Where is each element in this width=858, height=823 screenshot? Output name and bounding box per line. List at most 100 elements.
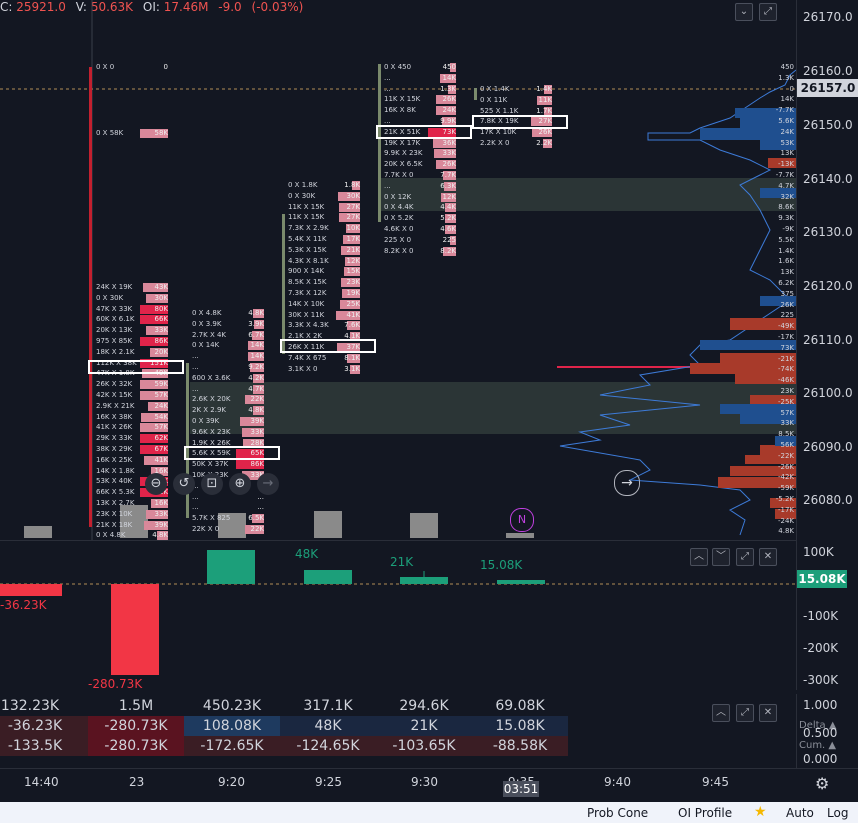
total-volume-text: 33K — [154, 326, 169, 335]
fit-icon[interactable]: ⊡ — [201, 473, 223, 495]
footprint-row: 975 X 85K 86K — [96, 336, 170, 347]
total-volume-text: 8.2K — [440, 246, 456, 255]
zoom-out-icon[interactable]: ⊖ — [145, 473, 167, 495]
price-axis[interactable]: 26170.0 26160.0 26150.0 26140.0 26130.0 … — [796, 0, 858, 540]
footprint-row: 0 X 4.8K 4.8K — [192, 308, 266, 319]
total-volume-text: 1.4K — [536, 85, 552, 93]
footprint-row: 900 X 14K 15K — [288, 266, 362, 277]
total-volume-text: 12K — [346, 256, 361, 265]
log-scale-toggle[interactable]: Log — [827, 806, 849, 820]
bid-ask-text: 0 X 4.4K — [384, 203, 414, 212]
bid-ask-text: 0 X 12K — [384, 192, 412, 201]
bid-ask-text: 1.9K X 26K — [192, 438, 231, 447]
volume-bar — [440, 192, 456, 202]
footprint-row: ... 14K — [384, 73, 458, 84]
footprint-row: 3.1K X 0 3.1K — [288, 364, 362, 375]
reset-icon[interactable]: ↺ — [173, 473, 195, 495]
expand-pane-icon[interactable]: ⤢ — [759, 3, 777, 21]
footprint-row: 23K X 10K 33K — [96, 509, 170, 520]
price-tick: 26120.0 — [803, 279, 853, 293]
bid-ask-text: 20K X 6.5K — [384, 160, 423, 169]
footprint-row: 0 X 0 0 — [96, 62, 170, 73]
volume-cell: 317.1K — [303, 698, 353, 714]
volume-bar — [140, 434, 168, 444]
news-icon[interactable]: N — [510, 508, 534, 532]
candle-23 — [186, 363, 189, 518]
delta-cell: -36.23K — [0, 716, 88, 736]
footprint-row: 19K X 17K 36K — [384, 138, 458, 149]
footprint-row: 525 X 1.1K 1.7K — [480, 106, 554, 117]
change-value: -9.0 — [218, 0, 242, 14]
footprint-row: ... 6.3K — [384, 181, 458, 192]
bid-ask-text: ... — [192, 363, 199, 371]
total-volume-text: 28K — [250, 438, 265, 447]
move-down-icon[interactable]: ﹀ — [712, 548, 730, 566]
total-volume-text: 6.7K — [248, 330, 264, 339]
volume-bar — [248, 352, 264, 362]
expand-pane-icon[interactable]: ⤢ — [736, 548, 754, 566]
footprint-row: 26K X 32K 59K — [96, 379, 170, 390]
bid-ask-text: 4.3K X 8.1K — [288, 256, 329, 265]
total-volume-text: 10K — [346, 224, 361, 233]
volume-bar — [338, 191, 360, 201]
total-volume-text: 41K — [154, 455, 169, 464]
move-up-icon[interactable]: ︿ — [690, 548, 708, 566]
forward-arrow-icon[interactable]: → — [257, 473, 279, 495]
bid-ask-text: 0 X 1.4K — [480, 85, 510, 93]
footprint-row: 9.6K X 23K 33K — [192, 427, 266, 438]
profile-value: -59K — [777, 484, 794, 493]
volume-bar — [151, 466, 168, 476]
profile-value: 33K — [780, 419, 795, 428]
delta-axis[interactable]: 100K 15.08K -100K -200K -300K — [796, 540, 858, 690]
footprint-row: 20K X 13K 33K — [96, 325, 170, 336]
bid-ask-text: 66K X 5.3K — [96, 488, 135, 497]
volume-bar — [436, 106, 456, 116]
footprint-row: 11K X 15K 27K — [288, 202, 362, 213]
close-pane-icon[interactable]: ✕ — [759, 548, 777, 566]
footprint-row: ... 9.9K — [384, 116, 458, 127]
bid-ask-text: 9.6K X 23K — [192, 427, 231, 436]
time-tick: 9:40 — [604, 775, 631, 789]
profile-value: 24K — [780, 127, 795, 136]
volume-bar — [440, 73, 456, 83]
total-volume-text: ... — [257, 503, 264, 512]
total-volume-text: 41K — [346, 310, 361, 319]
total-volume-text: 7.6K — [344, 321, 360, 330]
profile-value: 14K — [780, 95, 795, 104]
delta-cell: 21K — [376, 716, 472, 736]
volume-bar — [151, 499, 168, 508]
footprint-row: 14K X 1.8K 16K — [96, 466, 170, 477]
footprint-row: 13K X 2.7K 16K — [96, 498, 170, 509]
volume-bar — [143, 283, 168, 292]
profile-value: 23K — [780, 387, 795, 395]
close-pane-icon[interactable]: ✕ — [759, 704, 777, 722]
total-volume-text: 54K — [154, 412, 169, 421]
stats-tick: 1.000 — [803, 698, 838, 712]
move-up-icon[interactable]: ︿ — [712, 704, 730, 722]
settings-gear-icon[interactable]: ⚙ — [815, 774, 830, 793]
footprint-row: 47K X 33K 80K — [96, 304, 170, 315]
volume-bar — [544, 85, 552, 94]
total-volume-text: 15K — [346, 267, 361, 276]
total-volume-text: 80K — [154, 304, 169, 313]
profile-value: -17K — [777, 333, 794, 341]
zoom-in-icon[interactable]: ⊕ — [229, 473, 251, 495]
volume-bar — [240, 417, 264, 426]
volume-bar — [543, 139, 552, 148]
oi-profile-toggle[interactable]: OI Profile — [678, 806, 733, 820]
delta-panel[interactable]: -36.23K -280.73K 48K 21K 15.08K ︿ ﹀ ⤢ ✕ — [0, 540, 796, 691]
collapse-chevron-icon[interactable]: ⌄ — [735, 3, 753, 21]
go-live-arrow-icon[interactable]: → — [614, 470, 640, 496]
volume-bar — [543, 106, 552, 116]
footprint-row: 2.7K X 4K 6.7K — [192, 330, 266, 341]
bid-ask-text: ... — [384, 84, 391, 93]
expand-pane-icon[interactable]: ⤢ — [736, 704, 754, 722]
prob-cone-toggle[interactable]: Prob Cone — [587, 806, 649, 820]
bid-ask-text: 26K X 11K — [288, 343, 325, 351]
footprint-row: 17K X 10K 26K — [480, 127, 554, 138]
time-axis[interactable]: 14:40 23 9:20 9:25 9:30 9:35 03:51 9:40 … — [0, 768, 858, 797]
bid-ask-text: ... — [384, 181, 391, 190]
auto-scale-toggle[interactable]: Auto — [786, 806, 814, 820]
footprint-row: 5.3K X 15K 21K — [288, 245, 362, 256]
favorite-star-icon[interactable]: ★ — [754, 804, 767, 820]
